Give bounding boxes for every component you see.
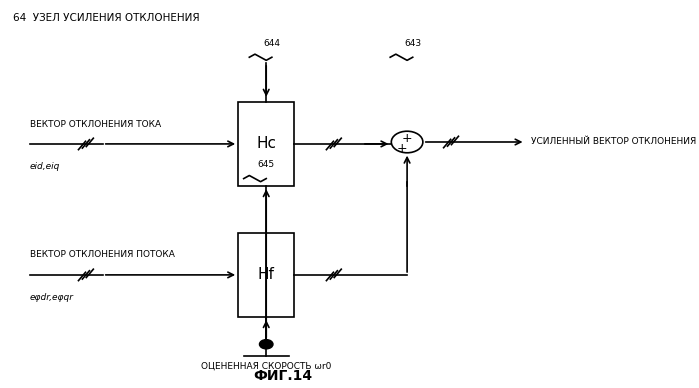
Text: 64  УЗЕЛ УСИЛЕНИЯ ОТКЛОНЕНИЯ: 64 УЗЕЛ УСИЛЕНИЯ ОТКЛОНЕНИЯ [13, 13, 199, 23]
Bar [238, 102, 294, 186]
Text: ВЕКТОР ОТКЛОНЕНИЯ ПОТОКА: ВЕКТОР ОТКЛОНЕНИЯ ПОТОКА [29, 251, 175, 260]
Text: ВЕКТОР ОТКЛОНЕНИЯ ТОКА: ВЕКТОР ОТКЛОНЕНИЯ ТОКА [29, 120, 161, 128]
Text: eid,eiq: eid,eiq [29, 162, 60, 171]
Text: Hc: Hc [257, 137, 276, 151]
Bar [238, 232, 294, 317]
Text: 644: 644 [264, 39, 280, 48]
Circle shape [391, 131, 423, 153]
Text: ФИГ.14: ФИГ.14 [254, 369, 312, 383]
Text: ОЦЕНЕННАЯ СКОРОСТЬ ωr0: ОЦЕНЕННАЯ СКОРОСТЬ ωr0 [201, 362, 331, 371]
Text: УСИЛЕННЫЙ ВЕКТОР ОТКЛОНЕНИЯ: УСИЛЕННЫЙ ВЕКТОР ОТКЛОНЕНИЯ [531, 137, 696, 147]
Text: Hf: Hf [258, 267, 275, 282]
Circle shape [259, 340, 273, 349]
Text: eφdr,eφqr: eφdr,eφqr [29, 293, 73, 302]
Text: +: + [397, 142, 408, 155]
Text: 645: 645 [258, 160, 275, 169]
Text: 643: 643 [404, 39, 421, 48]
Text: +: + [402, 132, 412, 145]
